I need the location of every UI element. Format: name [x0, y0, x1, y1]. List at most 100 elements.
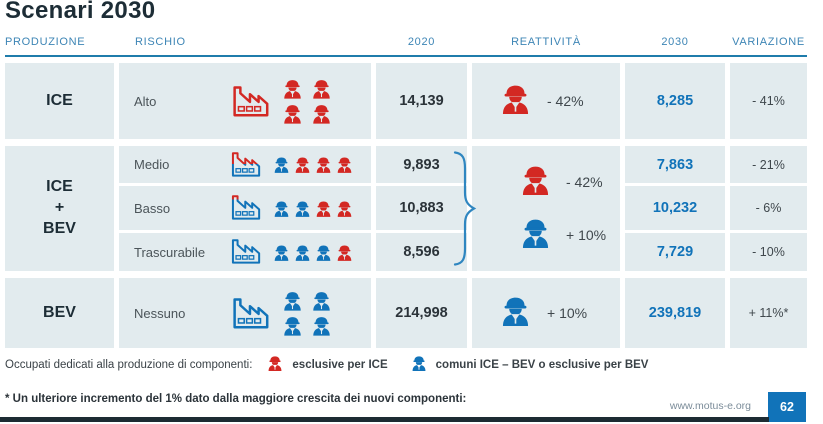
worker-icon	[335, 199, 354, 218]
worker-icon	[293, 199, 312, 218]
worker-icon	[272, 199, 291, 218]
worker-icon	[314, 155, 333, 174]
section-ice-bev: ICE + BEV Medio	[5, 146, 807, 271]
worker-icon	[518, 162, 553, 197]
reattivita-worker-icon	[498, 293, 533, 333]
factory-icon	[226, 190, 263, 221]
reattivita-cell: - 42%	[472, 63, 620, 139]
worker-icon	[281, 289, 304, 312]
page-title: Scenari 2030	[5, 0, 156, 24]
factory-icon	[226, 234, 263, 265]
rischio-cell: Nessuno	[119, 278, 371, 348]
produzione-cell: ICE	[5, 63, 114, 139]
workers-icons	[272, 243, 354, 262]
worker-icon	[314, 243, 333, 262]
produzione-line: BEV	[43, 219, 76, 237]
rischio-label: Basso	[134, 200, 171, 216]
worker-icon	[281, 314, 304, 337]
reattivita-worker-icon	[518, 215, 553, 255]
worker-icon	[314, 199, 333, 218]
rischio-label: Nessuno	[134, 305, 186, 321]
worker-icon	[498, 81, 533, 116]
worker-icon	[518, 215, 553, 250]
page-number-badge: 62	[768, 392, 806, 422]
rischio-cell: Alto	[119, 63, 371, 139]
produzione-cell: BEV	[5, 278, 114, 348]
workers-icons	[272, 155, 354, 174]
value-2030: 7,863	[625, 146, 725, 183]
legend: Occupati dedicati alla produzione di com…	[5, 354, 670, 375]
col-header-produzione: PRODUZIONE	[5, 36, 86, 48]
rischio-cell: Trascurabile	[119, 233, 371, 271]
worker-icon	[272, 155, 291, 174]
legend-item-bev: comuni ICE – BEV o esclusive per BEV	[410, 354, 649, 375]
produzione-line: ICE	[46, 178, 73, 196]
factory-icon-slot	[226, 79, 281, 124]
worker-icon	[293, 243, 312, 262]
legend-label: esclusive per ICE	[292, 358, 388, 371]
section-bev: BEV Nessuno	[5, 278, 807, 348]
worker-icon	[335, 243, 354, 262]
value-2020: 14,139	[376, 63, 467, 139]
reattivita-entry: - 42%	[518, 162, 603, 202]
variazione-cell: - 41%	[730, 63, 807, 139]
worker-icon	[266, 354, 284, 372]
produzione-cell: ICE + BEV	[5, 146, 114, 271]
footer-bar	[0, 417, 769, 422]
value-2020: 10,883	[376, 186, 467, 230]
col-header-reattivita: REATTIVITÀ	[511, 36, 581, 48]
reattivita-label: - 42%	[566, 174, 603, 190]
worker-icon	[310, 102, 333, 125]
reattivita-worker-icon	[498, 81, 533, 121]
legend-label: comuni ICE – BEV o esclusive per BEV	[435, 358, 649, 371]
factory-icon-slot	[226, 190, 272, 226]
table-header-row: PRODUZIONE RISCHIO 2020 REATTIVITÀ 2030 …	[5, 36, 807, 57]
variazione-cell: - 6%	[730, 186, 807, 230]
value-2030: 10,232	[625, 186, 725, 230]
reattivita-worker-icon	[518, 162, 553, 202]
section-ice: ICE Alto	[5, 63, 807, 139]
factory-icon-slot	[226, 291, 281, 336]
worker-icon	[281, 102, 304, 125]
workers-icons	[272, 199, 354, 218]
reattivita-label: + 10%	[566, 227, 607, 243]
worker-icon	[293, 155, 312, 174]
worker-icon	[498, 293, 533, 328]
factory-icon	[226, 79, 272, 119]
variazione-cell: - 10%	[730, 233, 807, 271]
workers-icons	[281, 77, 333, 125]
produzione-line: +	[54, 199, 65, 217]
rischio-label: Alto	[134, 93, 157, 109]
col-header-rischio: RISCHIO	[135, 36, 186, 48]
brace-icon	[453, 151, 477, 266]
worker-icon	[310, 77, 333, 100]
workers-icons	[281, 289, 333, 337]
worker-icon	[335, 155, 354, 174]
worker-icon	[410, 354, 428, 372]
worker-icon	[310, 314, 333, 337]
factory-icon	[226, 291, 272, 331]
worker-icon	[272, 243, 291, 262]
value-2020: 214,998	[376, 278, 467, 348]
factory-icon-slot	[226, 234, 272, 270]
variazione-cell: + 11%*	[730, 278, 807, 348]
legend-item-ice: esclusive per ICE	[266, 354, 388, 375]
col-header-2020: 2020	[407, 36, 436, 48]
col-header-variazione: VARIAZIONE	[732, 36, 805, 48]
scenario-table: ICE Alto	[5, 63, 807, 348]
worker-icon	[281, 77, 304, 100]
rischio-label: Medio	[134, 157, 170, 172]
rischio-label: Trascurabile	[134, 244, 206, 260]
legend-worker-icon	[266, 354, 284, 375]
variazione-cell: - 21%	[730, 146, 807, 183]
footnote: * Un ulteriore incremento del 1% dato da…	[5, 393, 467, 405]
value-2020: 8,596	[376, 233, 467, 271]
reattivita-label: + 10%	[547, 305, 588, 321]
legend-worker-icon	[410, 354, 428, 375]
rischio-cell: Basso	[119, 186, 371, 230]
factory-icon-slot	[226, 147, 272, 183]
value-2030: 7,729	[625, 233, 725, 271]
website-link[interactable]: www.motus-e.org	[669, 400, 751, 412]
value-2030: 8,285	[625, 63, 725, 139]
